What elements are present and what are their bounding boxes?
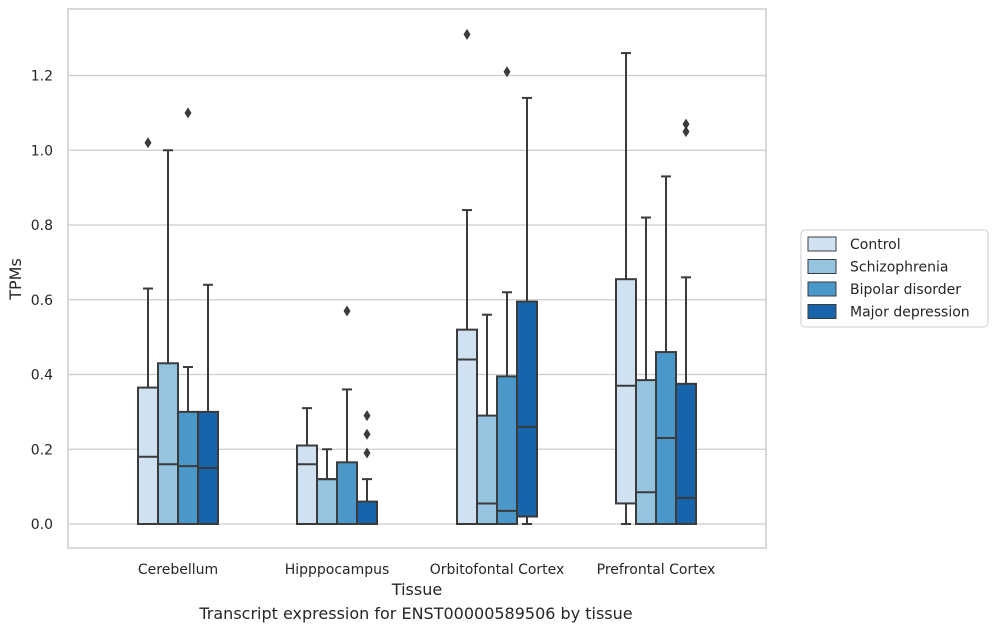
box: [655, 175, 677, 526]
box: [197, 283, 219, 525]
x-tick-label: Hipppocampus: [285, 562, 390, 578]
outlier-point: [144, 137, 152, 149]
legend-frame: [800, 229, 989, 328]
box: [296, 407, 318, 526]
box-body: [615, 278, 637, 505]
box-body: [496, 375, 518, 525]
y-tick-label: 0.0: [31, 517, 53, 533]
box-body: [296, 444, 318, 526]
x-tick-label: Orbitofontal Cortex: [430, 562, 565, 578]
box: [316, 448, 338, 525]
outlier-point: [363, 410, 371, 422]
legend-label: Bipolar disorder: [850, 282, 961, 298]
box-series: [137, 28, 697, 526]
legend-label: Major depression: [850, 305, 970, 321]
legend-swatch: [807, 259, 837, 274]
box: [137, 137, 159, 525]
y-tick-label: 1.2: [31, 69, 53, 85]
box: [615, 52, 637, 525]
box-body: [356, 500, 378, 526]
x-tick-labels: Cerebellum Hipppocampus Orbitofontal Corte…: [138, 562, 715, 578]
x-tick-label: Cerebellum: [138, 562, 218, 578]
y-tick-label: 0.4: [31, 368, 53, 384]
box-body: [516, 300, 538, 518]
plot-area-frame: [67, 8, 767, 549]
x-axis-label: Tissue: [391, 580, 442, 599]
box: [177, 107, 199, 525]
outlier-point: [463, 28, 471, 40]
outlier-point: [343, 305, 351, 317]
box-body: [476, 414, 498, 525]
box: [496, 66, 518, 525]
y-axis-label: TPMs: [6, 258, 25, 301]
box: [476, 313, 498, 525]
legend-swatch: [807, 236, 837, 252]
outlier-point: [682, 126, 690, 138]
legend-label: Schizophrenia: [850, 260, 948, 276]
x-tick-label: Prefrontal Cortex: [597, 562, 716, 578]
box: [356, 410, 378, 526]
y-tick-labels: 0.0 0.2 0.4 0.6 0.8 1.0 1.2: [31, 69, 53, 534]
box: [336, 305, 358, 525]
box-body: [336, 461, 358, 525]
y-tick-label: 0.8: [31, 218, 53, 234]
box: [675, 118, 697, 525]
box: [635, 216, 657, 526]
legend-items: Control Schizophrenia Bipolar disorder Majo…: [807, 236, 970, 321]
legend-label: Control: [850, 237, 901, 253]
outlier-point: [184, 107, 192, 119]
box-body: [635, 379, 657, 526]
box-body: [177, 410, 199, 525]
legend: Control Schizophrenia Bipolar disorder Majo…: [800, 229, 989, 328]
box: [456, 28, 478, 525]
box: [157, 149, 179, 525]
y-tick-label: 0.2: [31, 442, 53, 458]
outlier-point: [682, 118, 690, 130]
legend-swatch: [807, 281, 837, 297]
legend-swatch: [807, 304, 837, 319]
box-body: [675, 382, 697, 525]
box-body: [316, 478, 338, 525]
outlier-point: [363, 447, 371, 459]
outlier-point: [503, 66, 511, 78]
box: [516, 96, 538, 525]
y-tick-label: 0.6: [31, 293, 53, 309]
y-tick-label: 1.0: [31, 143, 53, 159]
chart-caption: Transcript expression for ENST0000058950…: [199, 604, 633, 623]
outlier-point: [363, 428, 371, 440]
box-body: [157, 362, 179, 525]
